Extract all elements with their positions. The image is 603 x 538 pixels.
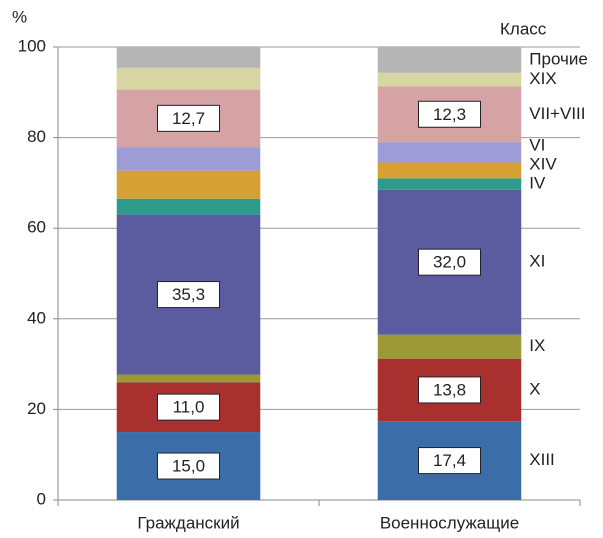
value-label-box	[157, 452, 220, 480]
y-tick-label: 20	[27, 399, 46, 418]
bar-segment	[116, 198, 261, 215]
legend-label: IV	[529, 174, 546, 193]
bar-segment	[377, 72, 522, 87]
legend-label: Прочие	[529, 49, 588, 68]
bar-segment	[377, 142, 522, 163]
value-label-box	[157, 281, 220, 309]
value-label-box	[157, 104, 220, 132]
bar-segment	[116, 47, 261, 68]
y-tick-label: 100	[18, 36, 46, 55]
y-tick-label: 80	[27, 127, 46, 146]
value-label-box	[418, 100, 481, 128]
bar-segment	[116, 147, 261, 171]
legend-label: X	[529, 379, 540, 398]
legend-label: VI	[529, 136, 545, 155]
bar-segment	[377, 334, 522, 359]
x-tick-label: Военнослужащие	[380, 513, 519, 532]
legend-label: XIX	[529, 69, 556, 88]
bar-segment	[116, 67, 261, 90]
legend-label: XIV	[529, 155, 557, 174]
bar-segment	[116, 170, 261, 199]
bar-segment	[377, 47, 522, 73]
value-label-box	[418, 447, 481, 475]
y-axis-label: %	[12, 7, 27, 26]
y-tick-label: 0	[37, 489, 46, 508]
legend-label: XI	[529, 252, 545, 271]
y-tick-label: 40	[27, 308, 46, 327]
value-label: 35,3	[172, 285, 205, 304]
value-label: 32,0	[433, 253, 466, 272]
x-tick-label: Гражданский	[137, 513, 239, 532]
value-label: 17,4	[433, 451, 466, 470]
bar-segment	[116, 374, 261, 383]
legend-title: Класс	[500, 19, 547, 38]
bar-segment	[377, 162, 522, 179]
value-label: 15,0	[172, 457, 205, 476]
value-label-box	[418, 248, 481, 276]
value-label-box	[418, 376, 481, 404]
legend-label: VII+VIII	[529, 104, 585, 123]
legend-label: XIII	[529, 450, 555, 469]
value-label: 12,7	[172, 109, 205, 128]
value-label: 12,3	[433, 105, 466, 124]
value-label: 11,0	[173, 398, 205, 417]
value-label: 13,8	[433, 380, 466, 399]
y-tick-label: 60	[27, 218, 46, 237]
bar-segment	[377, 178, 522, 190]
value-label-box	[157, 393, 220, 421]
legend-label: IX	[529, 336, 545, 355]
